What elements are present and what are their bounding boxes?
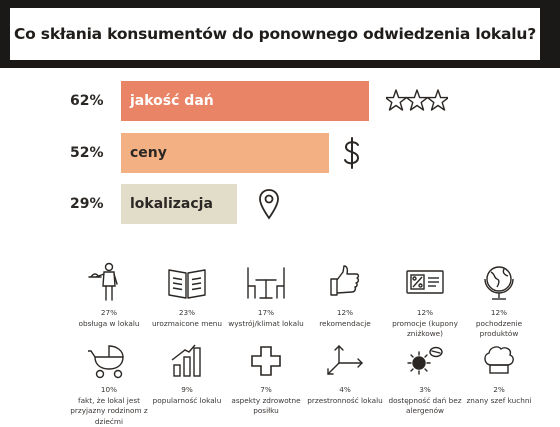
factor-rodzina: 10% fakt, że lokal jest przyjazny rodzin… bbox=[68, 343, 150, 427]
factor-obsluga: 27% obsługa w lokalu bbox=[68, 262, 150, 329]
thumbs-up-icon bbox=[330, 265, 360, 296]
factor-label: dostępność dań bez alergenów bbox=[388, 395, 462, 416]
factor-przestronnosc: 4% przestronność lokalu bbox=[304, 343, 386, 406]
factor-label: obsługa w lokalu bbox=[78, 318, 140, 328]
bar-category-label: lokalizacja bbox=[130, 196, 213, 212]
chef-hat-icon bbox=[484, 346, 514, 374]
bar-value-label: 62% bbox=[70, 93, 104, 109]
coupon-icon bbox=[406, 270, 444, 294]
factor-pochodzenie: 12% pochodzenie produktów bbox=[458, 262, 540, 340]
bar-row-2: 52% ceny bbox=[0, 133, 560, 173]
factor-label: fakt, że lokal jest przyjazny rodzinom z… bbox=[70, 395, 148, 426]
factor-percent: 3% bbox=[419, 385, 431, 394]
factor-percent: 2% bbox=[493, 385, 505, 394]
factor-percent: 23% bbox=[178, 308, 196, 317]
factor-percent: 4% bbox=[339, 385, 351, 394]
factor-zdrowie: 7% aspekty zdrowotne posiłku bbox=[225, 343, 307, 417]
factor-percent: 12% bbox=[416, 308, 434, 317]
header-bar: Co skłania konsumentów do ponownego odwi… bbox=[0, 0, 560, 68]
factor-rekomendacje: 12% rekomendacje bbox=[304, 262, 386, 329]
page-title: Co skłania konsumentów do ponownego odwi… bbox=[10, 8, 540, 60]
bar-growth-icon bbox=[171, 344, 201, 377]
bar-category-label: jakość dań bbox=[130, 93, 214, 109]
bar-value-label: 29% bbox=[70, 196, 104, 212]
bar-lokalizacja: lokalizacja bbox=[121, 184, 237, 224]
factor-percent: 7% bbox=[260, 385, 272, 394]
factor-label: popularność lokalu bbox=[152, 395, 222, 405]
factor-percent: 27% bbox=[100, 308, 118, 317]
factor-percent: 9% bbox=[181, 385, 193, 394]
bar-category-label: ceny bbox=[130, 145, 167, 161]
globe-icon bbox=[484, 266, 514, 300]
factor-alergeny: 3% dostępność dań bez alergenów bbox=[384, 343, 466, 417]
space-arrows-icon bbox=[327, 345, 363, 375]
factor-label: urozmaicone menu bbox=[151, 318, 223, 328]
factor-label: przestronność lokalu bbox=[307, 395, 383, 405]
dollar-icon bbox=[344, 137, 360, 169]
factor-label: pochodzenie produktów bbox=[475, 318, 523, 339]
waiter-icon bbox=[88, 262, 118, 301]
factor-wystroj: 17% wystrój/klimat lokalu bbox=[225, 262, 307, 329]
factor-popularnosc: 9% popularność lokalu bbox=[146, 343, 228, 406]
factor-szef-kuchni: 2% znany szef kuchni bbox=[458, 343, 540, 406]
factor-percent: 12% bbox=[336, 308, 354, 317]
location-pin-icon bbox=[259, 189, 279, 220]
factor-percent: 12% bbox=[490, 308, 508, 317]
factor-percent: 17% bbox=[257, 308, 275, 317]
factor-label: aspekty zdrowotne posiłku bbox=[231, 395, 301, 416]
bar-jakosc-dan: jakość dań bbox=[121, 81, 369, 121]
allergen-icon bbox=[407, 346, 443, 375]
three-stars-icon bbox=[386, 89, 448, 111]
bar-ceny: ceny bbox=[121, 133, 329, 173]
bar-row-3: 29% lokalizacja bbox=[0, 184, 560, 224]
factor-percent: 10% bbox=[100, 385, 118, 394]
factor-label: rekomendacje bbox=[319, 318, 371, 328]
factor-label: znany szef kuchni bbox=[466, 395, 532, 405]
menu-book-icon bbox=[168, 269, 206, 299]
table-chairs-icon bbox=[247, 267, 285, 299]
factor-promocje: 12% promocje (kupony zniżkowe) bbox=[384, 262, 466, 340]
health-cross-icon bbox=[251, 346, 281, 376]
stroller-icon bbox=[88, 345, 124, 379]
factor-label: wystrój/klimat lokalu bbox=[228, 318, 304, 328]
bar-value-label: 52% bbox=[70, 145, 104, 161]
factor-label: promocje (kupony zniżkowe) bbox=[392, 318, 458, 339]
bar-row-1: 62% jakość dań bbox=[0, 81, 560, 121]
factor-menu: 23% urozmaicone menu bbox=[146, 262, 228, 329]
